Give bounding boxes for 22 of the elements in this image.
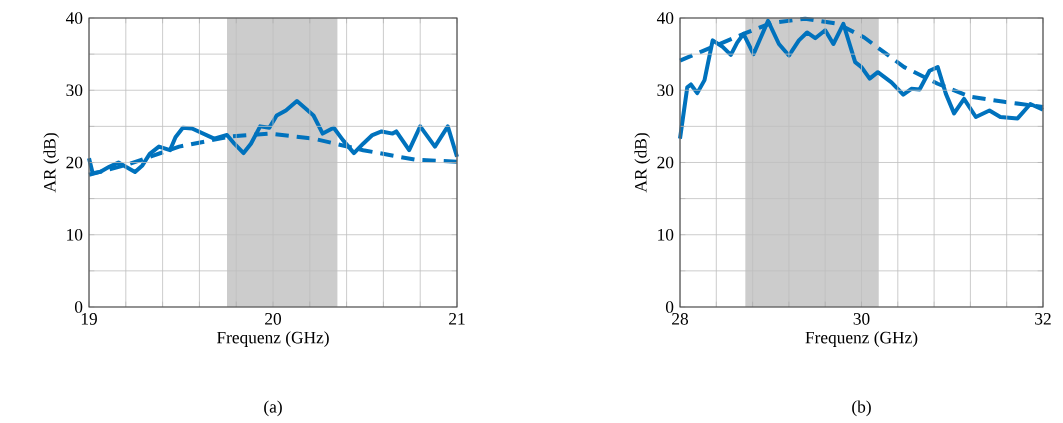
y-tick-label: 0 — [74, 301, 83, 313]
y-tick-label: 40 — [65, 12, 83, 24]
y-tick-label: 0 — [665, 301, 674, 313]
x-tick-label: 30 — [853, 313, 870, 325]
y-tick-label: 10 — [658, 228, 674, 241]
y-tick-label: 20 — [657, 156, 674, 169]
x-axis-title: Frequenz (GHz) — [805, 331, 918, 347]
text: (a) — [264, 400, 282, 417]
x-tick-label: 20 — [265, 313, 282, 325]
x-tick-label: 21 — [449, 313, 465, 325]
y-axis-title: AR (dB) — [43, 133, 60, 193]
y-axis-title: AR (dB) — [634, 133, 651, 193]
y-tick-label: 30 — [66, 84, 83, 97]
y-tick-label: 10 — [67, 228, 83, 241]
x-axis-title: Frequenz (GHz) — [216, 331, 329, 347]
x-tick-label: 19 — [81, 313, 97, 325]
x-tick-label: 28 — [672, 313, 689, 325]
text: (b) — [852, 400, 871, 417]
y-tick-label: 40 — [656, 12, 674, 24]
x-tick-label: 32 — [1035, 313, 1051, 325]
y-tick-label: 20 — [66, 156, 83, 169]
y-tick-label: 30 — [657, 84, 674, 97]
